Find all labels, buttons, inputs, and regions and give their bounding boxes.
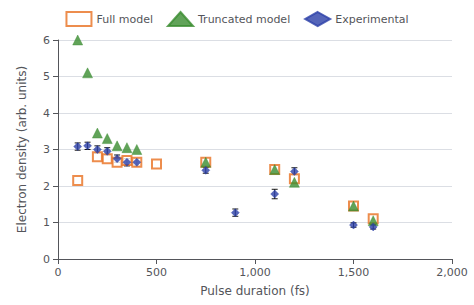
- svg-text:1,500: 1,500: [338, 266, 370, 279]
- svg-text:0: 0: [55, 266, 62, 279]
- svg-text:Experimental: Experimental: [335, 13, 408, 26]
- svg-text:500: 500: [146, 266, 167, 279]
- svg-text:Electron density (arb. units): Electron density (arb. units): [15, 66, 29, 233]
- svg-text:6: 6: [43, 34, 50, 47]
- svg-text:1: 1: [43, 216, 50, 229]
- svg-text:2: 2: [43, 180, 50, 193]
- svg-text:Full model: Full model: [96, 13, 153, 26]
- svg-text:3: 3: [43, 143, 50, 156]
- svg-text:0: 0: [43, 253, 50, 266]
- svg-text:Truncated model: Truncated model: [197, 13, 290, 26]
- svg-text:5: 5: [43, 70, 50, 83]
- svg-text:4: 4: [43, 107, 50, 120]
- svg-text:Pulse duration (fs): Pulse duration (fs): [200, 284, 310, 298]
- svg-text:1,000: 1,000: [239, 266, 271, 279]
- svg-text:2,000: 2,000: [436, 266, 468, 279]
